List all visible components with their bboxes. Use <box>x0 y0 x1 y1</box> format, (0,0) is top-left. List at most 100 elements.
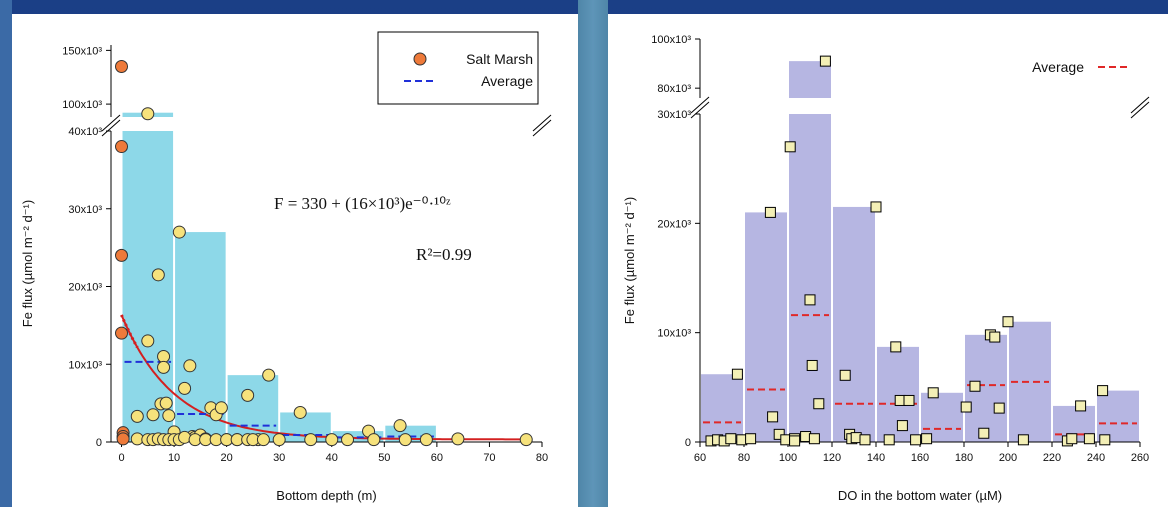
point-s1-33 <box>393 419 407 433</box>
r-squared-label: R²=0.99 <box>416 245 472 264</box>
point-s0-26 <box>883 434 895 446</box>
point-s0-29 <box>896 420 908 432</box>
point-s0-17 <box>808 433 820 445</box>
x-tick-label-0: 60 <box>694 452 706 464</box>
y-tick-label-lower-0: 0 <box>96 437 102 449</box>
point-s1-26 <box>272 433 286 447</box>
point-s0-8 <box>767 411 779 423</box>
axis-break-mark-right-2 <box>532 119 552 137</box>
y-tick-label-upper-0: 80x10³ <box>657 83 691 95</box>
point-s0-43 <box>1066 433 1078 445</box>
axis-break-mark-left-2 <box>101 119 121 137</box>
point-s0-33 <box>927 387 939 399</box>
axis-break-mark-right <box>1130 96 1150 114</box>
axis-break-mark-left <box>101 114 121 132</box>
point-s1-54 <box>256 433 270 447</box>
x-tick-label-2: 20 <box>221 452 233 464</box>
point-s1-25 <box>262 368 276 382</box>
y-axis-title: Fe flux (µmol m⁻² d⁻¹) <box>622 197 637 324</box>
point-s0-18 <box>813 398 825 410</box>
panel-divider <box>578 0 608 507</box>
point-s1-3 <box>146 408 160 422</box>
point-s0-3 <box>115 326 129 340</box>
x-tick-label-2: 100 <box>779 452 797 464</box>
x-axis-title: DO in the bottom water (µM) <box>838 488 1002 503</box>
x-tick-label-1: 80 <box>738 452 750 464</box>
legend-label-0: Average <box>1032 59 1084 75</box>
point-s1-1 <box>141 334 155 348</box>
point-s0-7 <box>764 206 776 218</box>
x-tick-label-3: 120 <box>823 452 841 464</box>
fit-curve-extrapolation <box>120 314 139 349</box>
bar-2 <box>227 375 279 442</box>
point-s0-6 <box>116 432 130 446</box>
x-tick-label-0: 0 <box>118 452 124 464</box>
legend-label-1: Average <box>481 73 533 89</box>
point-s0-44 <box>1075 400 1087 412</box>
point-s0-27 <box>890 341 902 353</box>
fe-flux-vs-depth-chart: 0 10 20 30 40 50 60 70 80 0 10x10³ 20x10³ 30x10³ 40x1… <box>20 31 552 503</box>
x-tick-label-8: 80 <box>536 452 548 464</box>
point-s0-2 <box>115 248 129 262</box>
left-edge-band <box>0 0 12 507</box>
point-s0-38 <box>989 331 1001 343</box>
point-s1-8 <box>159 396 173 410</box>
legend: Average <box>1032 59 1130 75</box>
point-s0-3 <box>725 433 737 445</box>
bar-2-lower <box>789 114 831 442</box>
bar-0 <box>701 374 743 442</box>
point-s0-24 <box>859 434 871 446</box>
point-s0-45 <box>1083 433 1095 445</box>
x-tick-label-8: 220 <box>1043 452 1061 464</box>
fe-flux-vs-do-chart: 60 80 100 120 140 160 180 200 220 240 260 0 10x10³ 20… <box>622 34 1150 503</box>
bar-9 <box>1097 390 1139 442</box>
point-s0-40 <box>1002 316 1014 328</box>
point-s0-46 <box>1097 385 1109 397</box>
x-tick-label-3: 30 <box>273 452 285 464</box>
x-tick-label-6: 180 <box>955 452 973 464</box>
x-tick-label-5: 50 <box>378 452 390 464</box>
axis-break-mark-left-2 <box>690 101 710 119</box>
x-tick-label-6: 60 <box>431 452 443 464</box>
point-s1-12 <box>178 381 192 395</box>
point-s1-20 <box>214 401 228 415</box>
point-s0-34 <box>960 401 972 413</box>
point-s1-28 <box>304 433 318 447</box>
x-tick-label-5: 160 <box>911 452 929 464</box>
x-tick-label-1: 10 <box>168 452 180 464</box>
point-s0-36 <box>978 427 990 439</box>
x-axis-title: Bottom depth (m) <box>276 488 376 503</box>
y-tick-label-lower-0: 0 <box>685 437 691 449</box>
point-s1-30 <box>341 433 355 447</box>
point-s1-2 <box>130 409 144 423</box>
point-s0-19 <box>819 55 831 67</box>
x-tick-label-4: 140 <box>867 452 885 464</box>
bar-1 <box>745 212 787 442</box>
do-chart-panel: 60 80 100 120 140 160 180 200 220 240 260 0 10x10³ 20… <box>608 14 1168 507</box>
point-s1-27 <box>293 405 307 419</box>
x-tick-label-4: 40 <box>326 452 338 464</box>
point-s0-41 <box>1017 434 1029 446</box>
y-tick-label-lower-3: 30x10³ <box>68 204 102 216</box>
x-tick-label-10: 260 <box>1131 452 1149 464</box>
point-s0-0 <box>115 59 129 73</box>
legend-box <box>377 31 539 105</box>
y-tick-label-lower-2: 20x10³ <box>68 282 102 294</box>
y-tick-label-upper-1: 150x10³ <box>62 45 102 57</box>
point-s1-36 <box>451 432 465 446</box>
point-s1-7 <box>157 360 171 374</box>
point-s0-1 <box>115 140 129 154</box>
legend-swatch-0 <box>413 52 427 66</box>
point-s1-23 <box>241 388 255 402</box>
point-s1-37 <box>519 433 533 447</box>
point-s1-34 <box>398 433 412 447</box>
point-s0-15 <box>804 294 816 306</box>
point-s0-31 <box>910 434 922 446</box>
y-axis-title: Fe flux (µmol m⁻² d⁻¹) <box>20 200 35 327</box>
depth-chart-panel: 0 10 20 30 40 50 60 70 80 0 10x10³ 20x10³ 30x10³ 40x1… <box>12 14 578 507</box>
point-s0-30 <box>903 394 915 406</box>
point-s0-11 <box>784 141 796 153</box>
y-tick-label-lower-4: 40x10³ <box>68 126 102 138</box>
point-s1-6 <box>157 349 171 363</box>
